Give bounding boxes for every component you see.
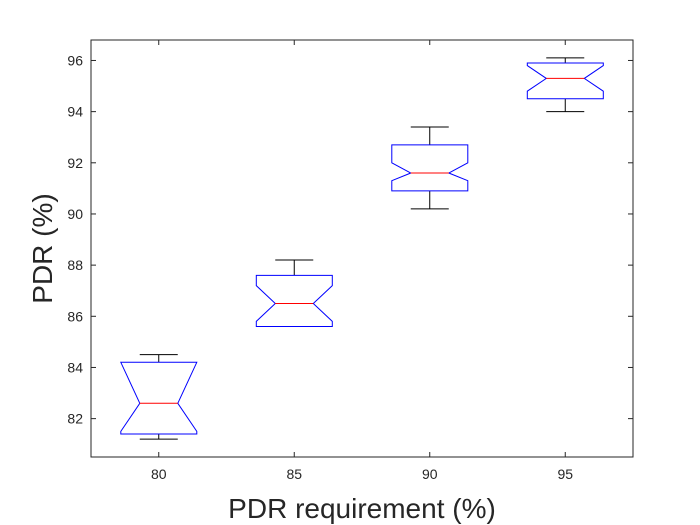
x-tick-label: 95	[557, 466, 573, 482]
box-90	[391, 126, 469, 210]
chart-marks	[120, 57, 604, 440]
y-axis-label: PDR (%)	[27, 193, 58, 303]
notched-box	[391, 144, 469, 192]
y-tick-label: 96	[67, 52, 83, 68]
y-tick-label: 86	[67, 308, 83, 324]
box-95	[526, 57, 604, 113]
x-axis-label: PDR requirement (%)	[228, 493, 496, 524]
y-tick-label: 84	[67, 359, 83, 375]
notched-box	[120, 361, 198, 435]
y-tick-label: 92	[67, 155, 83, 171]
box-80	[120, 354, 198, 440]
box-85	[255, 259, 333, 328]
notched-box	[526, 62, 604, 100]
plot-frame	[90, 39, 634, 458]
x-tick-label: 90	[422, 466, 438, 482]
axis-ticks: 82 84 86 88 90 92 94 96 80 85 90 95	[67, 40, 633, 482]
y-tick-label: 90	[67, 206, 83, 222]
y-tick-label: 88	[67, 257, 83, 273]
notched-box	[255, 274, 333, 327]
x-tick-label: 80	[151, 466, 167, 482]
x-tick-label: 85	[286, 466, 302, 482]
y-tick-label: 82	[67, 411, 83, 427]
y-tick-label: 94	[67, 104, 83, 120]
